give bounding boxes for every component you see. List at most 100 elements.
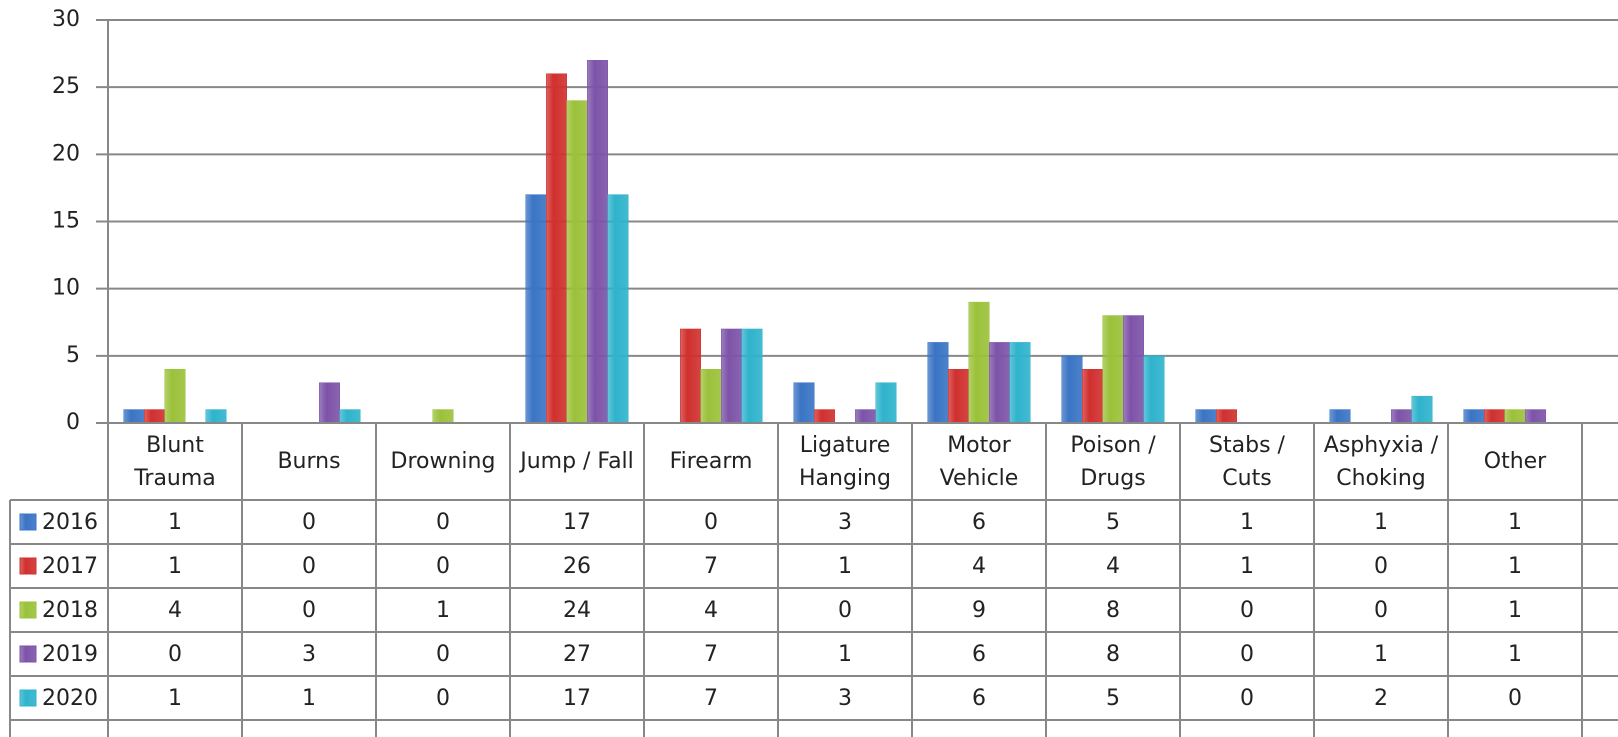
bar	[793, 382, 815, 424]
x-tick-label: Motor Vehicle	[939, 432, 1019, 491]
bar	[1391, 409, 1412, 424]
table-cell: 0	[1374, 598, 1388, 623]
bar	[607, 194, 629, 424]
legend-key	[19, 513, 37, 531]
table-cell: 5	[1106, 510, 1120, 535]
legend-label: 2016	[42, 510, 98, 535]
table-cell: 1	[168, 510, 182, 535]
y-tick-label: 15	[52, 209, 80, 234]
table-cell: 8	[1106, 598, 1120, 623]
bar	[968, 301, 990, 424]
bar	[814, 409, 835, 424]
table-cell: 5	[1106, 686, 1120, 711]
bar	[1484, 409, 1505, 424]
table-cell: 1	[1374, 642, 1388, 667]
y-tick-label: 5	[66, 343, 80, 368]
table-cell: 0	[302, 510, 316, 535]
table-cell: 0	[1240, 686, 1254, 711]
bar	[587, 60, 608, 424]
bar	[1143, 355, 1165, 424]
legend-key	[19, 689, 37, 707]
bar	[1329, 409, 1351, 424]
legend-key	[19, 645, 37, 663]
bar	[741, 328, 763, 424]
bar	[1504, 409, 1526, 424]
table-cell: 3	[302, 642, 316, 667]
bar	[989, 342, 1010, 424]
bar	[205, 409, 227, 424]
bar	[566, 100, 588, 424]
legend-label: 2017	[42, 554, 98, 579]
bar	[700, 369, 722, 424]
table-cell: 24	[563, 598, 591, 623]
table-cell: 4	[972, 554, 986, 579]
legend-key	[19, 601, 37, 619]
bar	[1411, 395, 1433, 424]
table-cell: 17	[563, 686, 591, 711]
table-cell: 1	[436, 598, 450, 623]
y-tick-label: 20	[52, 141, 80, 166]
table-cell: 1	[1240, 510, 1254, 535]
bar	[875, 382, 897, 424]
table-cell: 9	[972, 598, 986, 623]
table-cell: 0	[436, 510, 450, 535]
table-cell: 0	[704, 510, 718, 535]
table-cell: 4	[1106, 554, 1120, 579]
bar	[1195, 409, 1217, 424]
x-tick-label: Stabs / Cuts	[1209, 432, 1285, 491]
bar	[339, 409, 361, 424]
bar	[1463, 409, 1485, 424]
table-cell: 1	[302, 686, 316, 711]
bar	[680, 328, 701, 424]
table-cell: 26	[563, 554, 591, 579]
table-cell: 0	[436, 686, 450, 711]
table-cell: 1	[1508, 642, 1522, 667]
bar	[1082, 369, 1103, 424]
table-cell: 4	[168, 598, 182, 623]
y-tick-label: 25	[52, 74, 80, 99]
bar	[1525, 409, 1546, 424]
bar	[432, 409, 454, 424]
table-cell: 6	[972, 642, 986, 667]
table-cell: 1	[1508, 554, 1522, 579]
table-cell: 0	[302, 598, 316, 623]
table-cell: 3	[838, 686, 852, 711]
table-cell: 6	[972, 510, 986, 535]
bar	[927, 342, 949, 424]
bar	[1061, 355, 1083, 424]
table-cell: 27	[563, 642, 591, 667]
x-tick-label: Ligature Hanging	[799, 432, 891, 491]
x-tick-label: Drowning	[390, 449, 496, 474]
table-cell: 8	[1106, 642, 1120, 667]
legend-label: 2019	[42, 642, 98, 667]
bar	[721, 328, 742, 424]
table-cell: 6	[972, 686, 986, 711]
table-cell: 1	[1240, 554, 1254, 579]
table-cell: 2	[1374, 686, 1388, 711]
bar	[546, 73, 567, 424]
table-cell: 1	[1508, 598, 1522, 623]
table-cell: 1	[168, 554, 182, 579]
y-tick-label: 30	[52, 7, 80, 32]
bar	[319, 382, 340, 424]
table-cell: 7	[704, 642, 718, 667]
bar	[1009, 342, 1031, 424]
x-tick-label: Poison / Drugs	[1070, 432, 1156, 491]
bar	[123, 409, 145, 424]
x-tick-label: Blunt Trauma	[134, 432, 216, 491]
x-tick-label: Asphyxia / Choking	[1323, 432, 1439, 491]
table-cell: 7	[704, 554, 718, 579]
table-cell: 0	[436, 642, 450, 667]
bar	[855, 409, 876, 424]
table-cell: 1	[838, 554, 852, 579]
bar	[144, 409, 165, 424]
bar	[1123, 315, 1144, 424]
table-cell: 1	[1374, 510, 1388, 535]
bar	[1216, 409, 1237, 424]
table-cell: 0	[1508, 686, 1522, 711]
table-cell: 0	[1374, 554, 1388, 579]
table-cell: 0	[168, 642, 182, 667]
bar	[164, 369, 186, 424]
